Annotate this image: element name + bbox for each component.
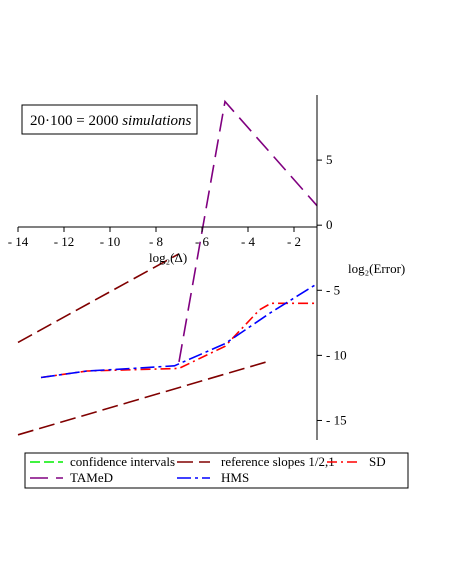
series-line-hms — [40, 283, 318, 379]
legend-label-tamed: TAMeD — [70, 470, 113, 485]
legend-label-reference-slopes-1-2-1: reference slopes 1/2,1 — [221, 454, 335, 469]
annotation-frame — [21, 104, 198, 135]
x-axis-label: log₂(Δ) — [149, 250, 187, 265]
annotation-italic: simulations — [122, 113, 191, 129]
y-tick-label: 0 — [326, 217, 333, 232]
annotation-label: 20·100 = 2000 simulations — [21, 104, 198, 135]
svg-text:20·100 = 2000 simulations: 20·100 = 2000 simulations — [30, 113, 192, 129]
y-tick-label: 5 — [326, 152, 333, 167]
y-tick-label: - 5 — [326, 282, 340, 297]
legend-items: confidence intervals reference slopes 1/2… — [30, 454, 386, 485]
y-tick-label: - 15 — [326, 412, 347, 427]
x-tick-label: - 4 — [241, 234, 256, 249]
series-layer — [17, 99, 318, 436]
legend-label-hms: HMS — [221, 470, 249, 485]
series-line-reference-slopes-1-2-1 — [17, 253, 180, 344]
x-tick-label: - 6 — [195, 234, 210, 249]
x-tick-label: - 8 — [149, 234, 163, 249]
y-ticks: 5 0 - 5 - 10 - 15 — [317, 152, 347, 427]
legend-label-confidence-intervals: confidence intervals — [70, 454, 175, 469]
series-line-reference-slopes-1-2-1 — [17, 359, 272, 436]
legend: confidence intervals reference slopes 1/2… — [24, 452, 409, 489]
x-ticks: - 14 - 12 - 10 - 8 - 6 - 4 - 2 — [8, 227, 301, 249]
legend-label-sd: SD — [369, 454, 386, 469]
x-tick-label: - 10 — [100, 234, 121, 249]
x-tick-label: - 12 — [54, 234, 75, 249]
annotation-prefix: 20·100 = 2000 — [30, 113, 122, 129]
legend-frame — [24, 452, 409, 489]
x-tick-label: - 14 — [8, 234, 29, 249]
x-tick-label: - 2 — [287, 234, 301, 249]
y-axis-label: log₂(Error) — [348, 261, 405, 276]
y-tick-label: - 10 — [326, 347, 347, 362]
series-line-sd — [40, 302, 317, 379]
